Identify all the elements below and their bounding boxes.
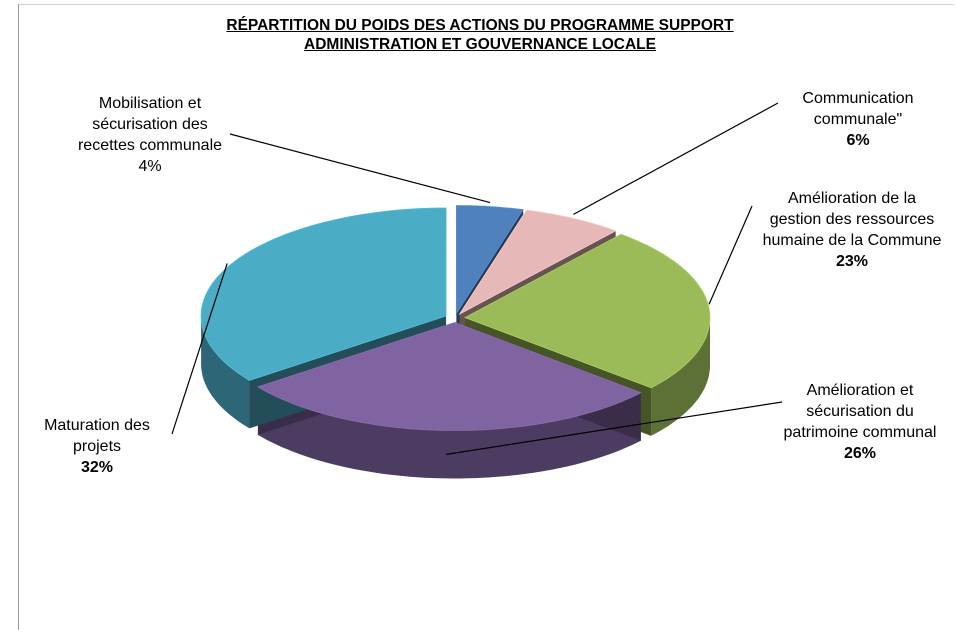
value-label: 26%	[843, 445, 877, 462]
category-label: Communication communale"	[802, 90, 914, 128]
chart-title: RÉPARTITION DU POIDS DES ACTIONS DU PROG…	[226, 17, 734, 53]
category-label: Maturation des projets	[44, 417, 150, 455]
data-label: Amélioration de la gestion des ressource…	[762, 188, 942, 272]
chart-frame	[18, 4, 954, 630]
slice	[200, 207, 447, 381]
value-label: 32%	[80, 459, 114, 476]
value-label: 6%	[846, 132, 870, 149]
leader-line	[573, 102, 779, 215]
category-label: Amélioration de la gestion des ressource…	[762, 190, 942, 249]
value-label: 4%	[138, 158, 162, 175]
leader-line	[171, 263, 228, 435]
category-label: Mobilisation et sécurisation des recette…	[77, 95, 223, 154]
data-label: Mobilisation et sécurisation des recette…	[63, 93, 238, 177]
category-label: Amélioration et sécurisation du patrimoi…	[783, 382, 937, 441]
slice	[256, 322, 642, 431]
slice-side	[257, 386, 641, 479]
slice	[458, 209, 617, 316]
data-label: Amélioration et sécurisation du patrimoi…	[773, 380, 948, 464]
slice	[463, 233, 711, 389]
slice-side	[201, 316, 250, 429]
leader-line	[708, 205, 753, 305]
data-label: Communication communale" 6%	[778, 88, 938, 151]
leader-line	[446, 401, 783, 455]
slice-side	[651, 317, 710, 436]
leader-line	[229, 133, 491, 204]
slice	[455, 205, 524, 315]
data-label: Maturation des projets 32%	[22, 415, 172, 478]
value-label: 23%	[835, 253, 869, 270]
